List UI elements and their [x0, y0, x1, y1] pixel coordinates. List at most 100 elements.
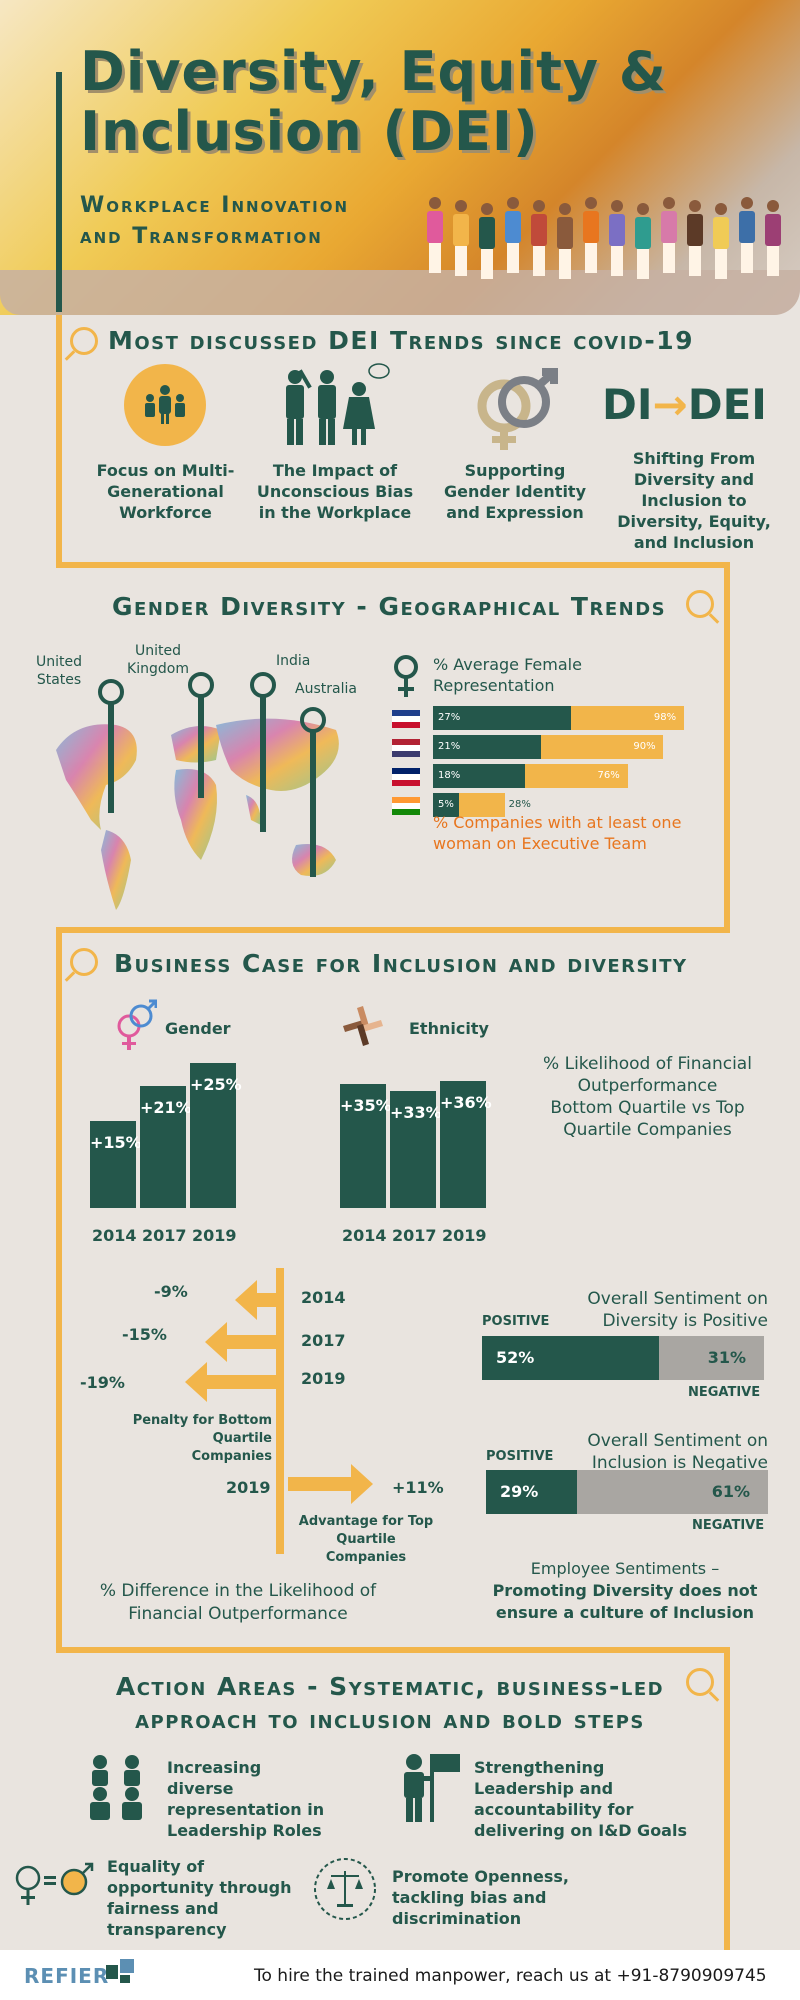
crowd-person-legs	[637, 249, 649, 279]
advantage-caption-line: Quartile Companies	[325, 1532, 407, 1565]
crowd-person-body	[453, 214, 469, 246]
positive-segment: 52%	[482, 1336, 659, 1380]
timeline-line	[56, 927, 62, 1652]
advantage-value: +11%	[392, 1478, 444, 1497]
pin-label-australia: Australia	[295, 681, 357, 697]
negative-label: NEGATIVE	[692, 1518, 765, 1533]
diff-caption: % Difference in the Likelihood of Financ…	[88, 1580, 388, 1626]
actions-title-line: approach to inclusion and bold steps	[135, 1705, 645, 1734]
crowd-person-head	[663, 197, 675, 209]
contact-text: To hire the trained manpower, reach us a…	[254, 1966, 767, 1986]
female-bar	[433, 764, 526, 788]
gender-label: Gender	[165, 1019, 231, 1038]
gender-pink-blue-icon	[117, 999, 157, 1050]
crowd-person-body	[713, 217, 729, 249]
footer	[0, 1950, 800, 2000]
likelihood-caption: % Likelihood of Financial Outperformance…	[535, 1053, 760, 1141]
crowd-person-body	[479, 217, 495, 249]
subtitle-line-1: Workplace Innovation	[80, 193, 350, 218]
exec-value: 28%	[508, 799, 531, 810]
diff-caption-line: % Difference in the Likelihood of	[99, 1581, 377, 1601]
crowd-person-legs	[455, 246, 467, 276]
column-year: 2019	[442, 1226, 487, 1245]
gender-equality-icon	[15, 1862, 94, 1905]
female-bar	[433, 735, 541, 759]
ethnicity-label: Ethnicity	[409, 1019, 489, 1038]
hands-ethnicity-icon	[343, 1006, 383, 1046]
likelihood-line: Bottom Quartile vs Top	[550, 1098, 745, 1118]
timeline-line	[56, 1647, 730, 1653]
leader-flag-icon	[404, 1754, 460, 1822]
sentiment-title-line: Inclusion is Negative	[591, 1453, 768, 1473]
inclusion-sentiment-bar: 29% 61%	[486, 1470, 768, 1514]
crowd-person-legs	[585, 243, 597, 273]
timeline-line	[56, 562, 730, 568]
penalty-value: -9%	[154, 1282, 188, 1301]
diverse-people-icon	[90, 1755, 142, 1820]
female-symbol-icon	[394, 655, 418, 697]
usa-flag-icon	[392, 739, 420, 757]
likelihood-line: % Likelihood of Financial	[543, 1054, 752, 1074]
exec-value: 76%	[597, 770, 620, 781]
sentiment-title-line: Overall Sentiment on	[587, 1289, 768, 1309]
action-label: Promote Openness, tackling bias and disc…	[392, 1867, 570, 1928]
diversity-sentiment-bar: 52% 31%	[482, 1336, 764, 1380]
crowd-person-head	[533, 200, 545, 212]
crowd-person-head	[429, 197, 441, 209]
advantage-caption: Advantage for Top Quartile Companies	[296, 1513, 436, 1567]
crowd-person-head	[741, 197, 753, 209]
column-value: +21%	[140, 1098, 192, 1118]
crowd-person-head	[767, 200, 779, 212]
inclusion-sentiment-title: Overall Sentiment on Inclusion is Negati…	[560, 1430, 768, 1474]
penalty-arrow	[185, 1362, 280, 1402]
di-label: DI	[602, 380, 653, 429]
crowd-person-body	[739, 211, 755, 243]
column-value: +33%	[390, 1103, 442, 1123]
positive-label: POSITIVE	[486, 1449, 554, 1464]
trend-label: The Impact of Unconscious Bias in the Wo…	[256, 461, 414, 522]
magnifier-icon	[70, 948, 98, 976]
penalty-arrows	[185, 1280, 373, 1504]
trend-label: Supporting Gender Identity and Expressio…	[444, 461, 586, 522]
female-bar	[433, 793, 459, 817]
likelihood-line: Outperformance	[577, 1076, 718, 1096]
negative-label: NEGATIVE	[688, 1385, 761, 1400]
crowd-person-body	[531, 214, 547, 246]
header-band	[0, 270, 800, 315]
column-value: +36%	[440, 1092, 492, 1112]
negative-segment: 31%	[658, 1336, 764, 1380]
action-label: Strengthening Leadership and accountabil…	[474, 1758, 687, 1840]
trend-label: Focus on Multi-Generational Workforce	[96, 461, 235, 522]
female-value: 27%	[438, 712, 461, 723]
legend-female: % Average Female Representation	[433, 655, 582, 695]
map-pin-icon	[98, 679, 124, 813]
advantage-arrow	[288, 1464, 373, 1504]
map-pin-icon	[300, 707, 326, 877]
employee-caption-line: Promoting Diversity does not	[492, 1581, 758, 1600]
crowd-person-legs	[533, 246, 545, 276]
dei-label: DEI	[687, 380, 767, 429]
magnifier-icon	[686, 590, 714, 618]
exec-value: 90%	[633, 741, 656, 752]
gender-symbols-icon	[477, 368, 558, 450]
brand-logo: REFIER	[24, 1964, 110, 1988]
crowd-person-body	[765, 214, 781, 246]
actions-title-line: Action Areas - Systematic, business-led	[115, 1672, 665, 1701]
column-year: 2017	[392, 1226, 437, 1245]
crowd-person-body	[505, 211, 521, 243]
diff-caption-line: Financial Outperformance	[128, 1604, 348, 1624]
penalty-caption: Penalty for Bottom Quartile Companies	[80, 1412, 272, 1466]
crowd-person-body	[661, 211, 677, 243]
pin-label-uk: United Kingdom	[127, 643, 189, 677]
crowd-illustration	[427, 197, 781, 279]
female-value: 21%	[438, 741, 461, 752]
column-year: 2014	[92, 1226, 137, 1245]
advantage-year: 2019	[226, 1478, 271, 1497]
axis-line	[276, 1268, 284, 1554]
crowd-person-head	[611, 200, 623, 212]
positive-segment: 29%	[486, 1470, 577, 1514]
crowd-person-legs	[741, 243, 753, 273]
crowd-person-body	[635, 217, 651, 249]
crowd-person-body	[609, 214, 625, 246]
penalty-caption-line: Penalty for Bottom Quartile	[132, 1413, 272, 1446]
